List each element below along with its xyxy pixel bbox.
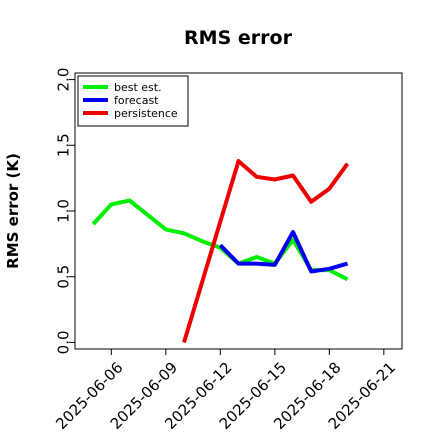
series-line-persistence [182,159,350,343]
chart-title: RMS error [184,27,293,49]
legend-label: forecast [114,94,159,107]
y-tick-label: 1.0 [54,199,72,223]
y-axis: 0.0 0.5 1.0 1.5 2.0 [54,68,75,354]
legend-label: best est. [114,81,162,94]
y-tick-label: 0.0 [54,330,72,354]
legend-label: persistence [114,107,178,120]
y-tick-label: 1.5 [54,133,72,157]
plot-area [91,159,350,343]
x-axis: 2025-06-062025-06-092025-06-122025-06-15… [52,349,399,433]
y-tick-label: 2.0 [54,68,72,92]
series-line-forecast [218,230,349,274]
y-tick-label: 0.5 [54,265,72,289]
y-axis-label: RMS error (K) [4,153,22,269]
